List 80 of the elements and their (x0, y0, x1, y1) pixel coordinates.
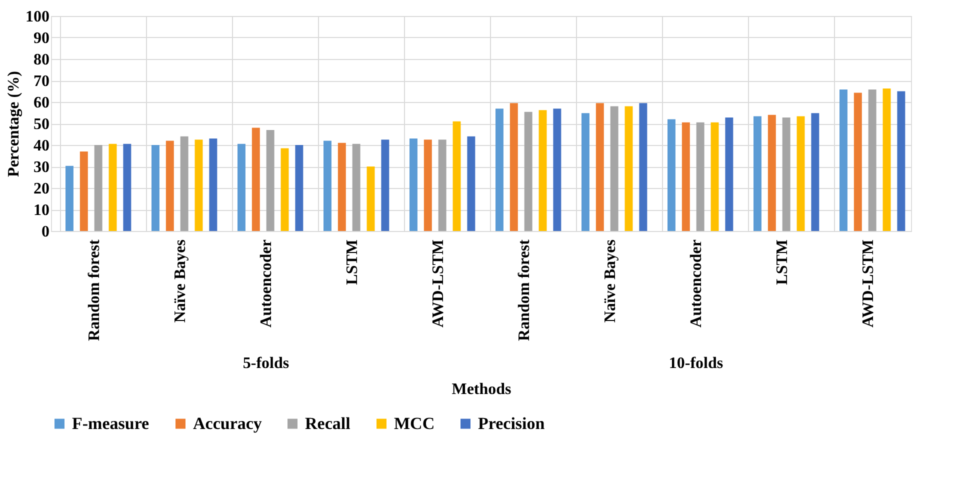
bar (753, 116, 762, 231)
y-tick-label: 60 (34, 94, 50, 112)
bar (839, 90, 848, 231)
bar (467, 136, 476, 231)
bar (166, 140, 174, 231)
bar (682, 122, 690, 231)
legend-label: F-measure (72, 414, 150, 433)
x-tick-label: AWD-LSTM (860, 240, 877, 328)
bar (438, 140, 446, 231)
bar (409, 138, 418, 231)
legend-label: MCC (394, 414, 435, 433)
bar (897, 91, 906, 231)
bar (710, 122, 719, 231)
y-tick-label: 10 (34, 202, 50, 219)
bar (94, 145, 102, 231)
x-tick-label: Autoencoder (258, 240, 275, 328)
y-tick-label: 50 (34, 116, 50, 133)
bar (352, 144, 360, 231)
bar (510, 103, 518, 231)
bar (768, 114, 776, 231)
bar (280, 148, 289, 231)
bar (366, 166, 375, 231)
bar (624, 106, 633, 231)
bar (180, 136, 188, 231)
bar (266, 130, 274, 231)
bar (610, 106, 618, 231)
bar (868, 90, 876, 231)
text: 5-folds (242, 355, 290, 372)
bar (524, 112, 532, 231)
legend-label: Precision (478, 414, 546, 433)
y-tick-label: 90 (34, 30, 50, 47)
bar (495, 108, 504, 231)
bar (796, 116, 805, 231)
bar (65, 166, 74, 231)
bar (882, 88, 891, 231)
bar (252, 128, 260, 231)
bar (553, 108, 562, 231)
bar (696, 122, 704, 231)
bar (338, 142, 346, 231)
bar (538, 110, 547, 231)
bar (151, 145, 160, 231)
bar (811, 113, 820, 231)
bar (581, 113, 590, 231)
bar (452, 121, 461, 231)
bar (725, 117, 734, 231)
bar (782, 117, 790, 231)
bar (381, 140, 390, 231)
x-tick-label: Random forest (86, 238, 103, 341)
legend-label: Recall (305, 414, 351, 433)
y-tick-label: 100 (26, 8, 50, 26)
y-tick-label: 20 (34, 180, 50, 198)
y-tick-label: 40 (34, 138, 50, 154)
bar (123, 144, 132, 231)
legend-label: Accuracy (193, 414, 262, 433)
x-tick-label: LSTM (344, 240, 361, 285)
bar (295, 145, 304, 231)
x-tick-label: Naïve Bayes (602, 240, 619, 323)
x-tick-label: Random forest (516, 238, 533, 341)
bar (667, 119, 676, 231)
bar (237, 144, 246, 231)
bar (323, 140, 332, 231)
x-tick-label: AWD-LSTM (430, 240, 447, 328)
bar (596, 103, 604, 231)
bar (209, 138, 218, 231)
y-tick-label: 70 (34, 73, 50, 90)
bar (80, 151, 88, 231)
y-tick-label: 30 (34, 159, 50, 176)
bar (639, 103, 648, 231)
bar (424, 140, 432, 231)
y-tick-label: 80 (34, 52, 50, 68)
x-tick-label: Autoencoder (688, 240, 705, 328)
bar (194, 140, 203, 231)
x-axis-title: Methods (452, 380, 512, 398)
bar (108, 144, 117, 231)
x-tick-label: Naïve Bayes (172, 240, 189, 323)
text: 10-folds (668, 355, 724, 372)
x-tick-label: LSTM (774, 240, 791, 285)
y-axis-title: Percentage (%) (6, 71, 22, 177)
y-tick-label: 0 (42, 224, 50, 240)
bar (854, 92, 862, 231)
